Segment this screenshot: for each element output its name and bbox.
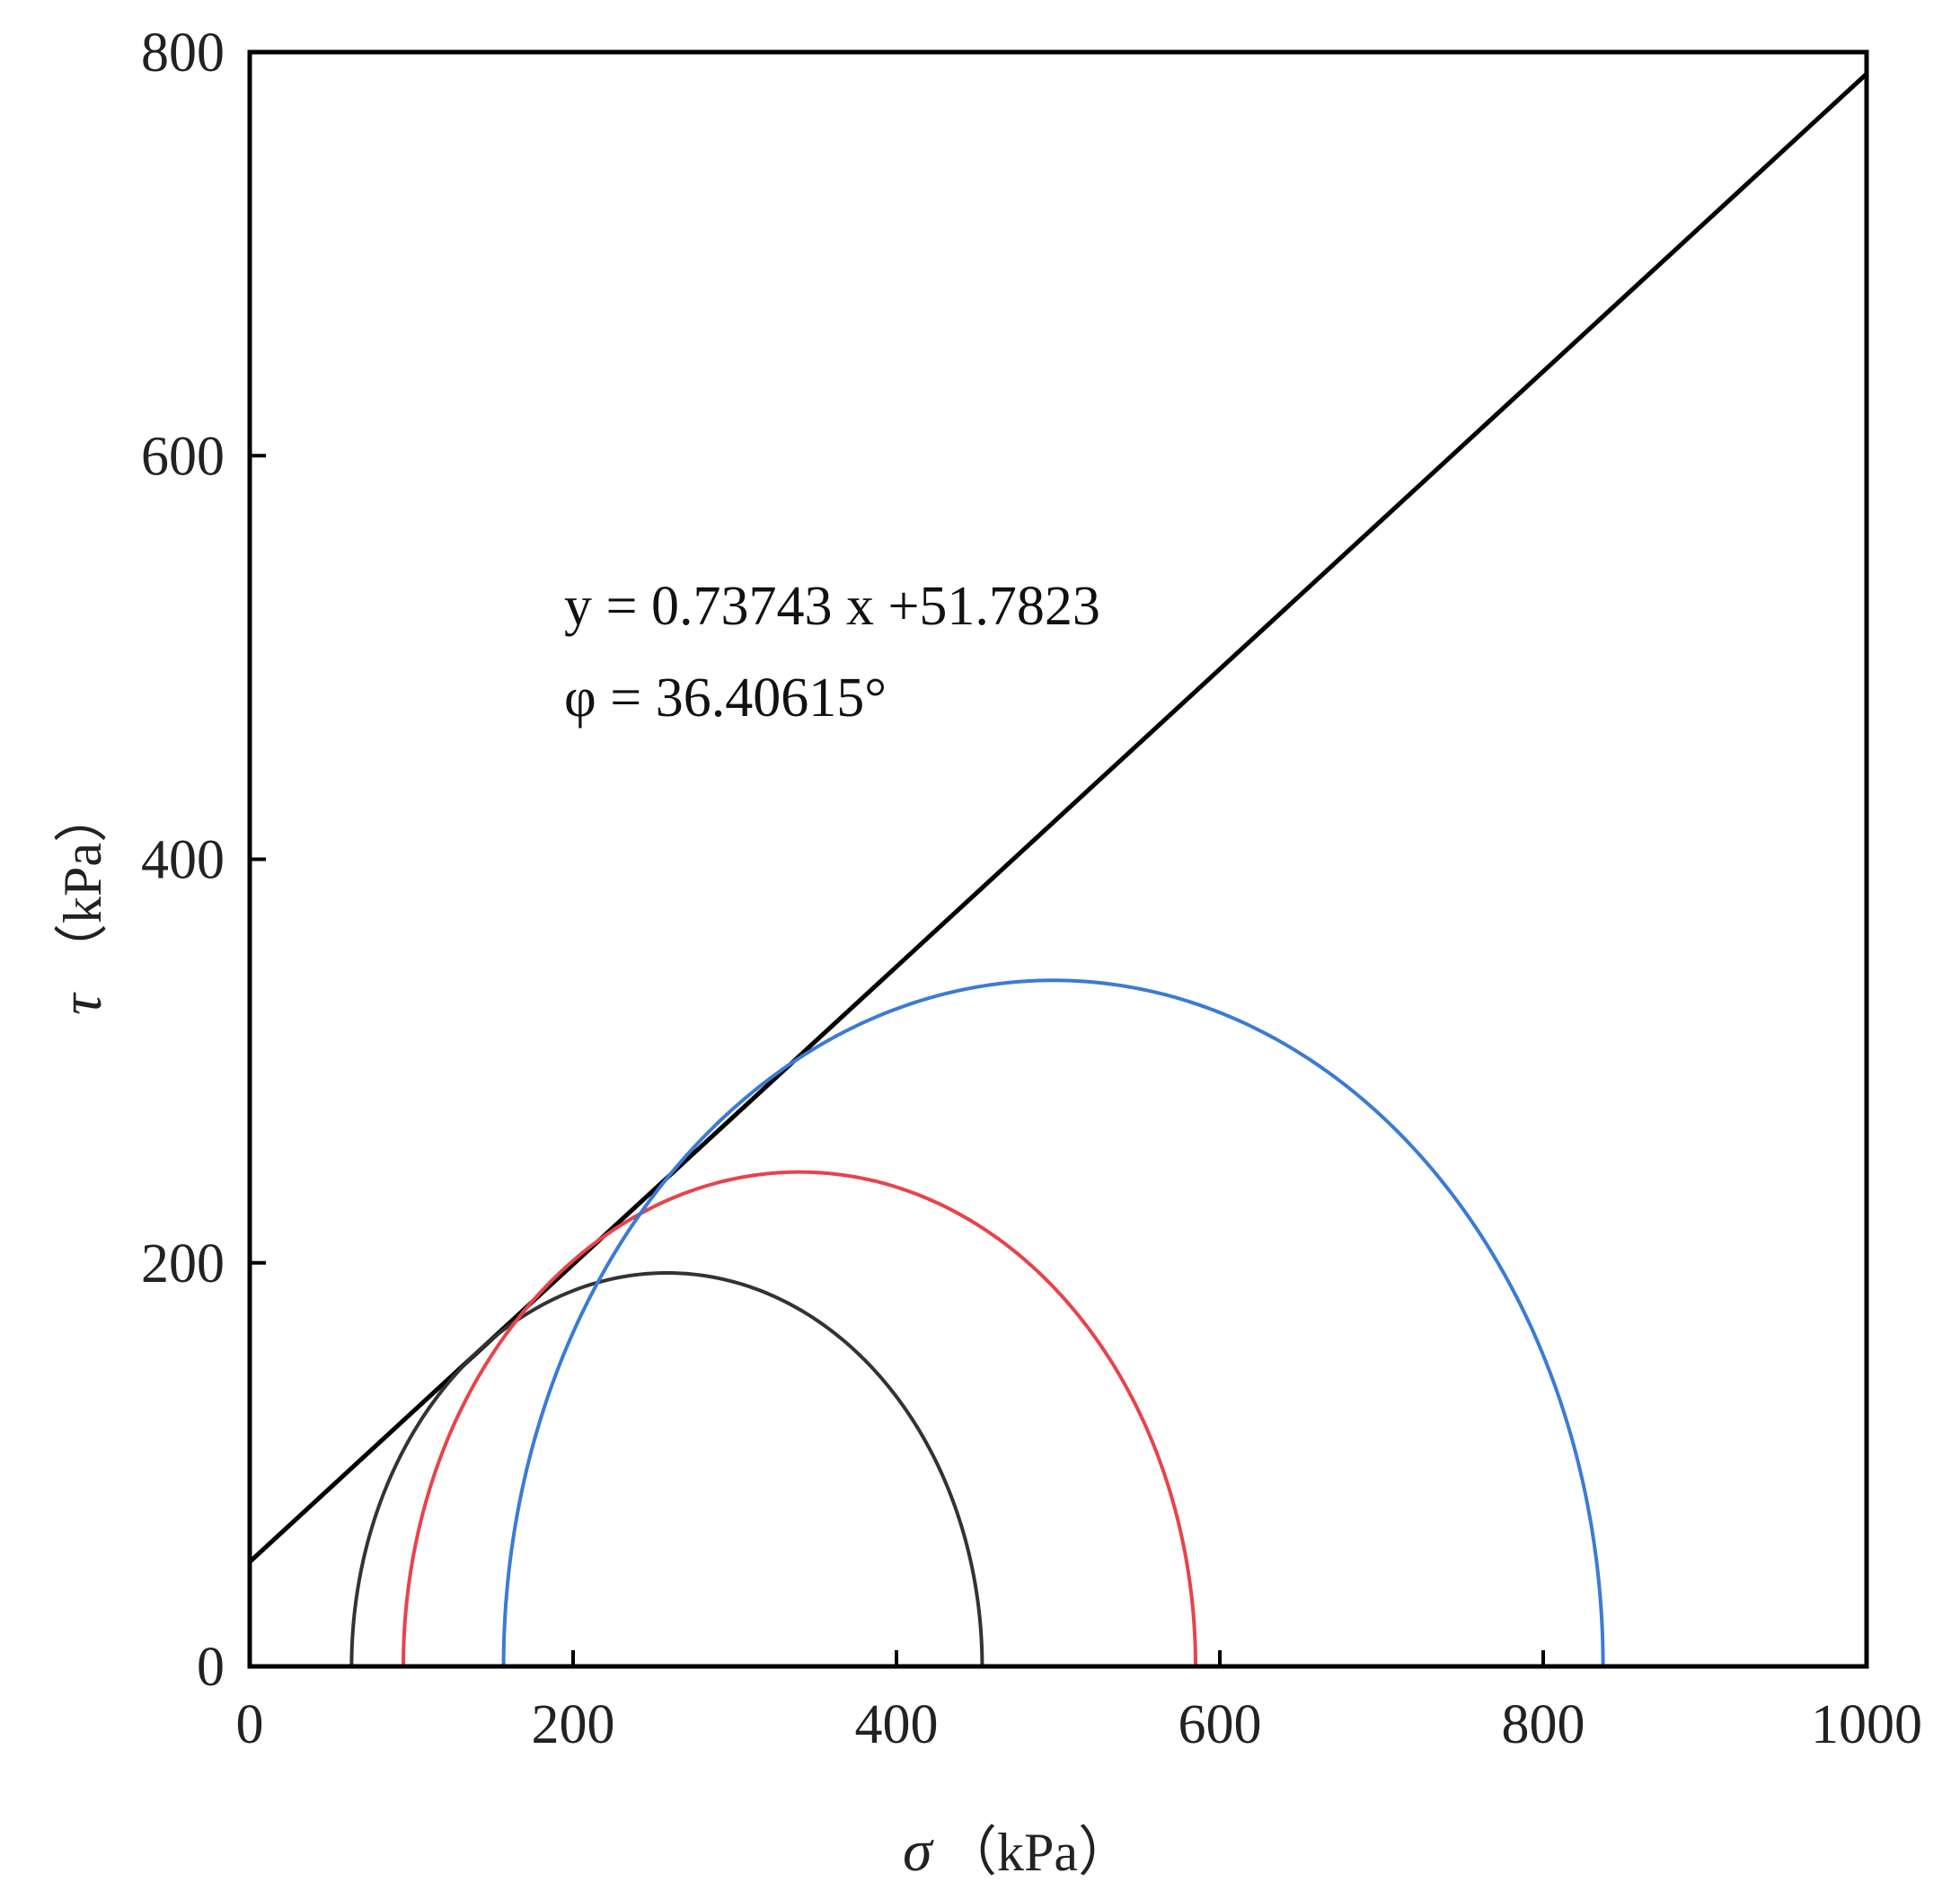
mohr-circle bbox=[349, 1270, 984, 1666]
y-tick-label: 600 bbox=[141, 426, 225, 487]
x-axis-unit: （kPa） bbox=[943, 1823, 1132, 1882]
y-axis-ticks: 0 200 400 600 800 bbox=[141, 22, 266, 1698]
y-tick-label: 400 bbox=[141, 830, 225, 891]
failure-envelope-line bbox=[250, 72, 1867, 1564]
x-axis-ticks: 0 200 400 600 800 1000 bbox=[236, 1650, 1922, 1755]
mohr-circle bbox=[402, 1170, 1197, 1666]
y-axis-title: τ （kPa） bbox=[49, 789, 114, 1015]
friction-angle-label: φ = 36.40615° bbox=[564, 667, 887, 729]
mohr-circle bbox=[501, 978, 1605, 1666]
x-tick-label: 400 bbox=[855, 1694, 939, 1755]
x-tick-label: 600 bbox=[1179, 1694, 1262, 1755]
y-tick-label: 0 bbox=[197, 1637, 225, 1698]
plot-content bbox=[250, 72, 1867, 1666]
x-tick-label: 1000 bbox=[1811, 1694, 1922, 1755]
annotation-group: y = 0.73743 x +51.7823 φ = 36.40615° bbox=[564, 576, 1100, 729]
x-tick-label: 800 bbox=[1502, 1694, 1585, 1755]
fit-equation-label: y = 0.73743 x +51.7823 bbox=[564, 576, 1100, 637]
x-axis-title: σ （kPa） bbox=[903, 1818, 1132, 1882]
y-tick-label: 800 bbox=[141, 22, 225, 84]
y-axis-symbol: τ bbox=[49, 992, 114, 1015]
x-tick-label: 200 bbox=[532, 1694, 615, 1755]
y-axis-unit: （kPa） bbox=[53, 789, 112, 977]
y-tick-label: 200 bbox=[141, 1233, 225, 1294]
x-axis-symbol: σ bbox=[903, 1818, 934, 1882]
x-tick-label: 0 bbox=[236, 1694, 264, 1755]
